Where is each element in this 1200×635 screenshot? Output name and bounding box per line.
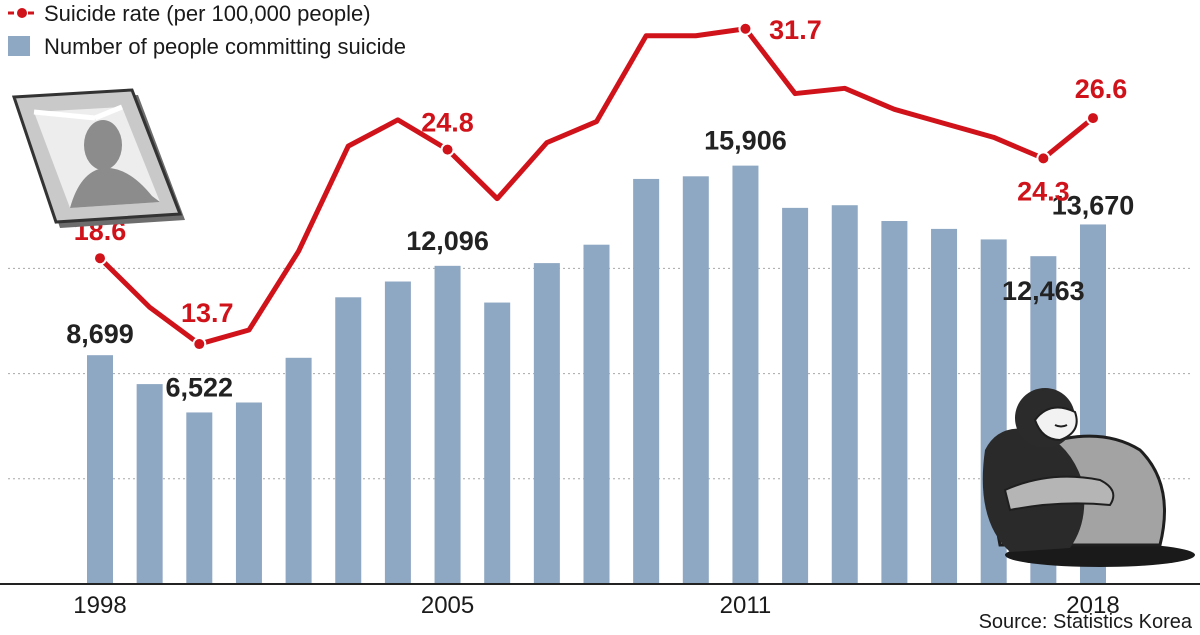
bar-value-label-2005: 12,096 xyxy=(406,226,489,256)
x-tick-label-2011: 2011 xyxy=(720,592,772,619)
x-tick-label-2018: 2018 xyxy=(1066,592,1119,619)
bar-2012 xyxy=(782,207,809,584)
memorial-portrait-illustration xyxy=(11,88,185,228)
rate-value-label-2017: 24.3 xyxy=(1017,176,1070,206)
crouching-figure-illustration xyxy=(982,388,1195,567)
bar-2010 xyxy=(682,176,709,584)
bar-value-label-1998: 8,699 xyxy=(66,319,134,349)
rate-value-label-2005: 24.8 xyxy=(421,108,474,138)
rate-point-2005 xyxy=(440,142,455,157)
bar-2011 xyxy=(732,165,759,584)
x-tick-label-1998: 1998 xyxy=(73,592,126,619)
legend-dot-marker xyxy=(17,8,27,18)
bar-2014 xyxy=(881,221,908,584)
bar-value-label-2018: 13,670 xyxy=(1052,190,1135,220)
rate-value-label-2011: 31.7 xyxy=(769,15,822,45)
bar-2000 xyxy=(186,412,213,584)
source-note: Source: Statistics Korea xyxy=(979,611,1193,630)
bar-1998 xyxy=(87,355,113,584)
rate-point-2011 xyxy=(738,21,753,36)
bar-2001 xyxy=(235,402,262,584)
legend-label-rate: Suicide rate (per 100,000 people) xyxy=(44,1,371,26)
legend-label-count: Number of people committing suicide xyxy=(44,34,406,59)
bar-2002 xyxy=(285,357,312,584)
bar-2008 xyxy=(583,244,610,584)
bar-value-label-2000: 6,522 xyxy=(166,372,234,402)
rate-point-2017 xyxy=(1036,151,1051,166)
rate-point-2000 xyxy=(192,337,207,352)
rate-point-2018 xyxy=(1086,111,1100,126)
bar-2006 xyxy=(484,302,511,584)
bar-2013 xyxy=(831,205,858,584)
bar-2003 xyxy=(335,297,362,584)
bar-1999 xyxy=(136,384,163,584)
bar-2015 xyxy=(931,228,958,584)
bar-2004 xyxy=(384,281,411,584)
legend-bar-marker xyxy=(8,36,30,56)
bar-2009 xyxy=(633,178,660,584)
rate-value-label-2018: 26.6 xyxy=(1075,74,1128,104)
x-tick-label-2005: 2005 xyxy=(421,592,474,619)
bar-2005 xyxy=(434,265,461,584)
rate-value-label-2000: 13.7 xyxy=(181,298,234,328)
rate-line xyxy=(98,26,1095,347)
rate-point-1998 xyxy=(93,251,107,266)
bar-2007 xyxy=(533,263,560,584)
legend: Suicide rate (per 100,000 people) Number… xyxy=(8,1,406,59)
bar-value-label-2011: 15,906 xyxy=(704,126,787,156)
bar-value-label-2017: 12,463 xyxy=(1002,276,1085,306)
